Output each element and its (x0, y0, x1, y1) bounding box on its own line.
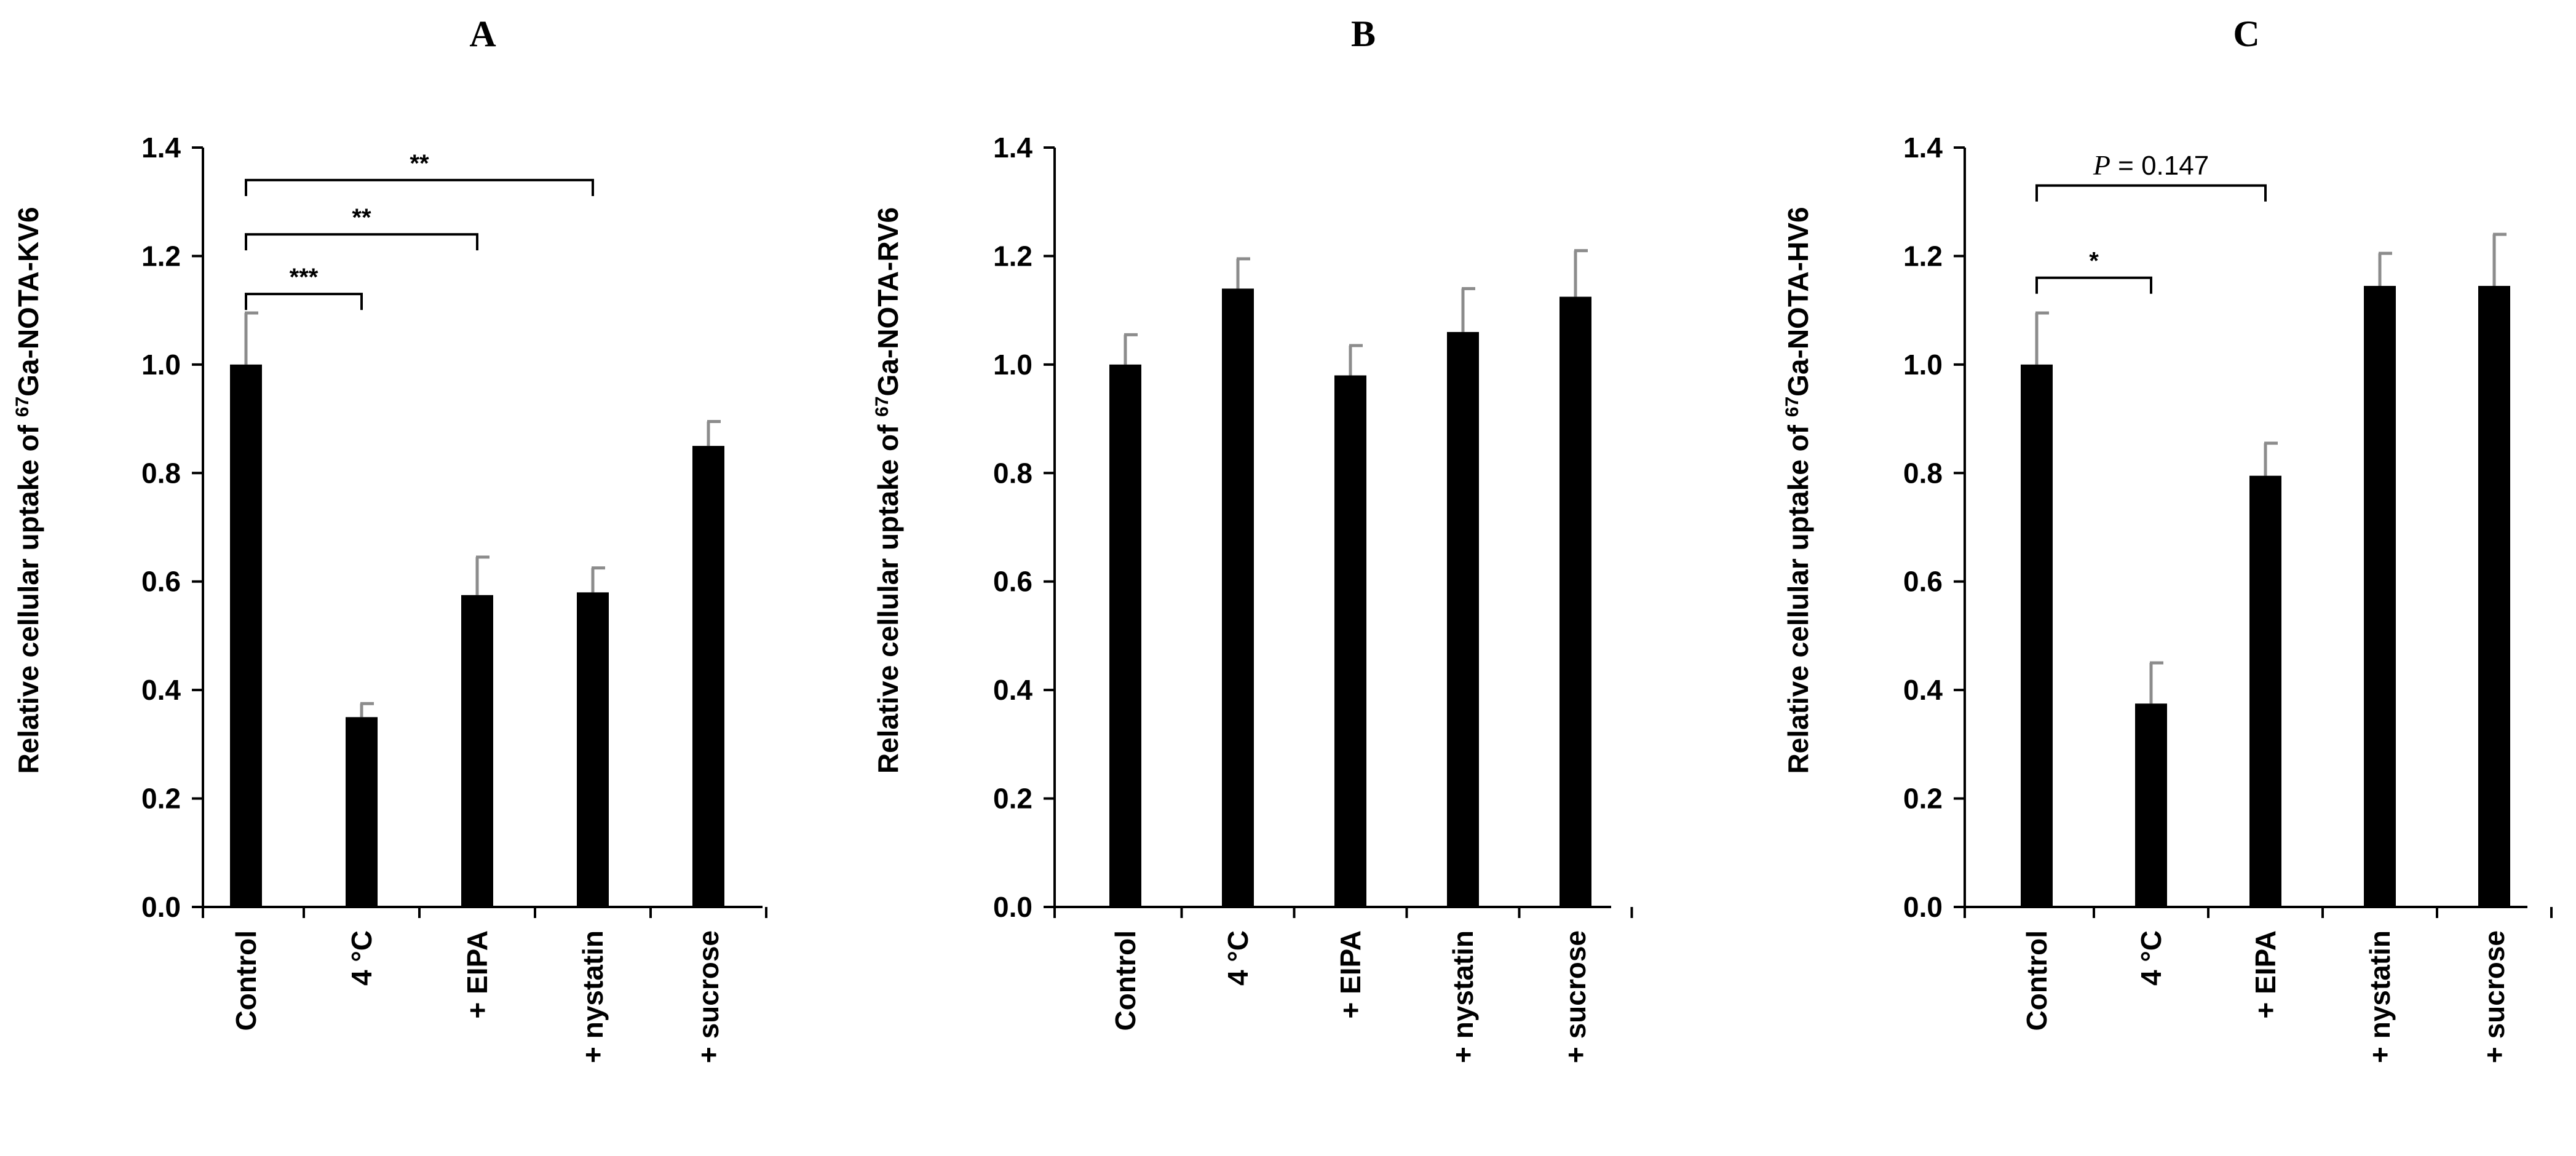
y-axis-label: Relative cellular uptake of 67Ga-NOTA-RV… (872, 207, 904, 774)
y-tick-label: 0.8 (993, 457, 1032, 489)
bar-4 (577, 592, 609, 907)
x-tick-label: 4 °C (346, 930, 378, 986)
bar-1 (2021, 364, 2053, 907)
y-tick-label: 0.4 (993, 674, 1032, 706)
significance-bracket (2035, 184, 2267, 202)
y-tick-label: 0.4 (1903, 674, 1943, 706)
significance-bracket (2035, 276, 2152, 294)
y-tick-label: 1.0 (141, 349, 181, 381)
x-tick-label: + EIPA (2249, 930, 2281, 1019)
y-tick-label: 1.4 (141, 132, 181, 164)
y-tick-label: 0.0 (993, 891, 1032, 923)
chart-panel-c: C Relative cellular uptake of 67Ga-NOTA-H… (1782, 14, 2553, 1063)
y-tick-label: 0.6 (141, 566, 181, 598)
significance-label: P = 0.147 (2093, 149, 2209, 181)
x-tick-label: 4 °C (1222, 930, 1254, 986)
y-tick-label: 0.0 (141, 891, 181, 923)
y-tick-label: 1.0 (993, 349, 1032, 381)
x-tick-label: + EIPA (1334, 930, 1366, 1019)
y-axis-label: Relative cellular uptake of 67Ga-NOTA-KV… (12, 207, 44, 774)
x-tick-label: + nystatin (1447, 930, 1479, 1063)
x-tick-label: + nystatin (2364, 930, 2396, 1063)
chart-panel-a: A Relative cellular uptake of 67Ga-NOTA-K… (12, 14, 767, 1063)
bar-3 (2249, 475, 2281, 907)
bar-2 (346, 717, 378, 907)
x-tick-label: + nystatin (577, 930, 609, 1063)
y-tick-label: 1.4 (993, 132, 1032, 164)
bar-5 (2478, 285, 2510, 908)
bar-2 (1222, 288, 1254, 907)
y-tick-label: 0.8 (1903, 457, 1943, 489)
y-tick-label: 0.2 (1903, 783, 1943, 815)
y-tick-label: 1.4 (1903, 132, 1943, 164)
y-tick-label: 0.2 (141, 783, 181, 815)
significance-bracket (245, 233, 478, 251)
panel-title: A (469, 14, 496, 54)
y-tick-label: 0.0 (1903, 891, 1943, 923)
panel-title: C (2233, 14, 2259, 54)
significance-label: ** (410, 150, 429, 177)
bar-4 (2364, 285, 2396, 908)
bar-3 (461, 595, 493, 907)
x-tick-label: Control (230, 930, 262, 1031)
bar-1 (230, 364, 262, 907)
y-tick-label: 1.2 (141, 240, 181, 272)
bar-3 (1334, 375, 1366, 907)
significance-label: * (2089, 248, 2099, 275)
bar-2 (2135, 703, 2167, 907)
significance-bracket (245, 293, 363, 311)
y-tick-label: 0.8 (141, 457, 181, 489)
significance-label: ** (352, 204, 371, 231)
bar-5 (1559, 296, 1591, 907)
significance-bracket (245, 178, 594, 196)
y-tick-label: 1.0 (1903, 349, 1943, 381)
bar-5 (692, 446, 724, 907)
y-tick-label: 1.2 (993, 240, 1032, 272)
y-tick-label: 1.2 (1903, 240, 1943, 272)
x-tick-label: Control (2021, 930, 2053, 1031)
x-tick-label: Control (1109, 930, 1141, 1031)
x-tick-label: + EIPA (461, 930, 493, 1019)
x-tick-label: + sucrose (2478, 930, 2510, 1063)
significance-label: *** (290, 264, 319, 291)
x-tick-label: 4 °C (2135, 930, 2167, 986)
y-tick-label: 0.6 (993, 566, 1032, 598)
bar-1 (1109, 364, 1141, 907)
y-tick-label: 0.6 (1903, 566, 1943, 598)
panel-title: B (1351, 14, 1376, 54)
y-tick-label: 0.4 (141, 674, 181, 706)
y-axis-label: Relative cellular uptake of 67Ga-NOTA-HV… (1782, 207, 1814, 774)
x-tick-label: + sucrose (692, 930, 724, 1063)
x-tick-label: + sucrose (1559, 930, 1591, 1063)
chart-panel-b: B Relative cellular uptake of 67Ga-NOTA-R… (872, 14, 1633, 1063)
bar-4 (1447, 331, 1479, 907)
y-tick-label: 0.2 (993, 783, 1032, 815)
